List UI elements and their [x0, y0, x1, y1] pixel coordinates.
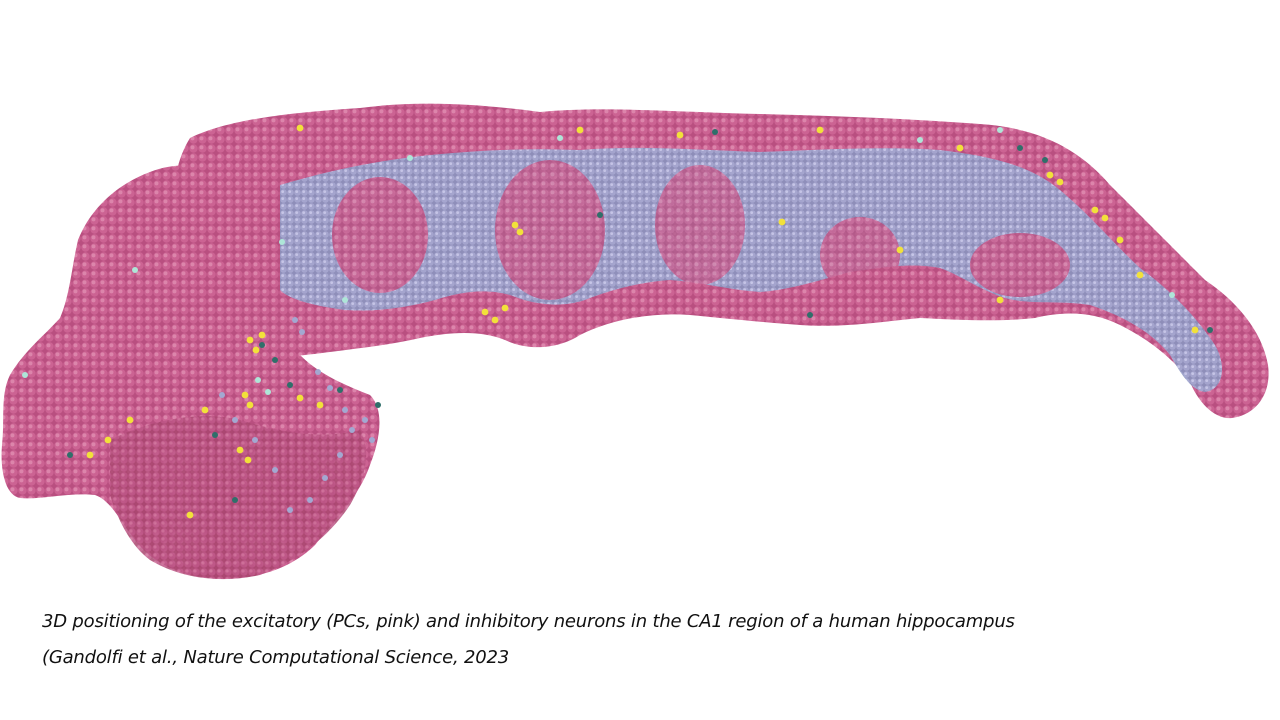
inhibitory-scatter-left: [219, 317, 375, 513]
caption-line-2: (Gandolfi et al., Nature Computational S…: [42, 647, 510, 668]
excitatory-patch: [655, 165, 745, 285]
excitatory-patch: [970, 233, 1070, 297]
excitatory-patch: [820, 217, 900, 293]
inhibitory-scatter-yellow: [86, 124, 1199, 519]
excitatory-patch: [332, 177, 428, 293]
inhibitory-scatter-mint: [22, 127, 1175, 395]
excitatory-patch: [495, 160, 605, 300]
inhibitory-scatter-teal: [67, 129, 1213, 503]
caption-line-1: 3D positioning of the excitatory (PCs, p…: [42, 611, 1015, 632]
hippocampus-neuron-rendering: [1, 103, 1269, 580]
figure-caption: 3D positioning of the excitatory (PCs, p…: [42, 604, 1242, 676]
excitatory-shadow: [110, 416, 367, 580]
